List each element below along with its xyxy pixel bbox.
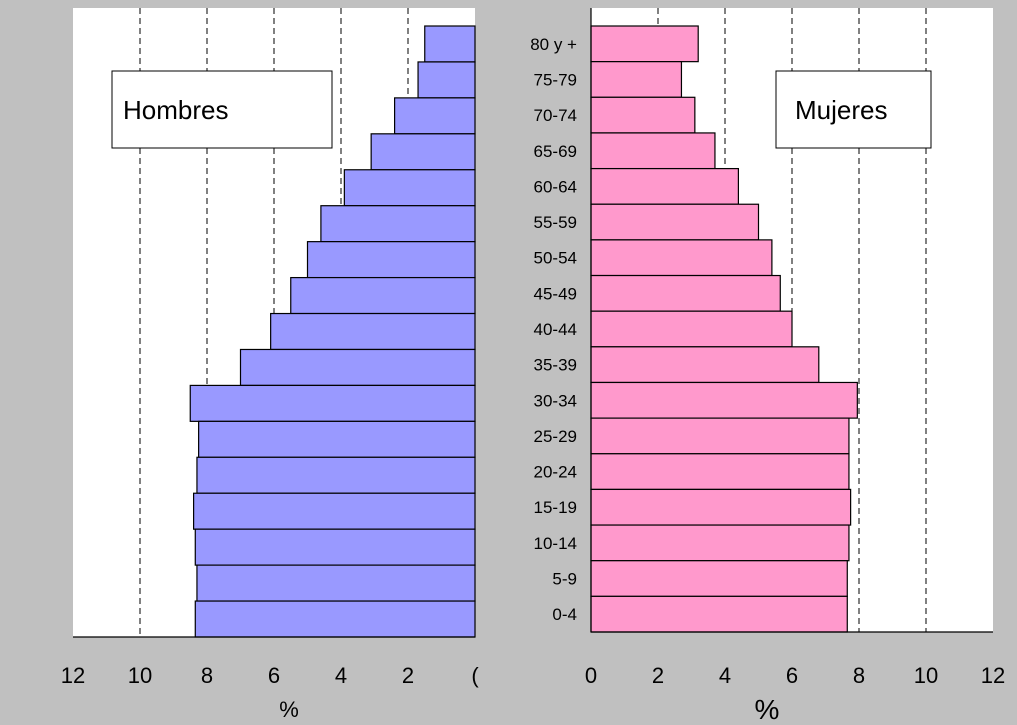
bar-mujeres-30-34 [590,381,858,419]
bar-mujeres-15-19 [590,488,852,526]
legend-mujeres: Mujeres [775,70,932,149]
bar-mujeres-65-69 [590,132,716,170]
right-tick-label: 8 [853,663,865,688]
bar-mujeres-70-74 [590,96,696,134]
bar-hombres-50-54 [306,241,476,279]
bar-mujeres-55-59 [590,203,760,241]
age-label: 5-9 [552,570,577,589]
bar-mujeres-40-44 [590,310,793,348]
age-label: 0-4 [552,605,577,624]
bar-hombres-0-4 [194,600,476,638]
bar-hombres-35-39 [239,348,476,387]
bar-hombres-45-49 [290,276,476,315]
bar-hombres-60-64 [343,169,476,207]
bar-hombres-40-44 [270,312,476,351]
age-label: 60-64 [534,177,577,196]
age-label: 55-59 [534,213,577,232]
bar-mujeres-75-79 [590,61,683,98]
bar-mujeres-25-29 [590,417,850,455]
left-tick-label: 8 [201,663,213,688]
left-tick-label: 6 [268,663,280,688]
age-label: 65-69 [534,142,577,161]
age-label: 30-34 [534,391,577,410]
age-label: 40-44 [534,320,577,339]
bar-mujeres-35-39 [590,346,820,384]
bar-mujeres-50-54 [590,239,773,277]
right-tick-label: 0 [585,663,597,688]
bar-mujeres-10-14 [590,524,850,562]
bar-hombres-25-29 [198,420,476,458]
legend-hombres-label: Hombres [123,95,228,125]
bar-hombres-65-69 [370,133,476,171]
bar-mujeres-80-y- [590,25,699,63]
left-tick-label: ( [471,663,479,688]
bar-mujeres-5-9 [590,560,848,597]
age-label: 80 y + [530,35,577,54]
right-tick-label: 2 [652,663,664,688]
left-tick-labels: 12 10 8 6 4 2 ( [61,663,480,688]
bar-hombres-80-y- [424,25,476,63]
right-tick-label: 10 [914,663,938,688]
bar-hombres-15-19 [193,492,476,530]
bar-mujeres-0-4 [590,595,848,633]
bar-hombres-55-59 [320,205,476,243]
right-panel: 0 2 4 6 8 10 12 % Mujeres [585,8,1005,725]
age-label: 10-14 [534,534,577,553]
age-label: 15-19 [534,498,577,517]
left-tick-label: 2 [402,663,414,688]
legend-hombres-box [111,70,333,149]
legend-mujeres-box [775,70,932,149]
left-tick-label: 10 [128,663,152,688]
bar-mujeres-45-49 [590,274,781,312]
left-tick-label: 12 [61,663,85,688]
right-tick-label: 4 [719,663,731,688]
left-tick-label: 4 [335,663,347,688]
bar-mujeres-60-64 [590,167,739,205]
bar-hombres-30-34 [189,384,476,422]
bar-hombres-20-24 [196,456,476,494]
bar-hombres-5-9 [196,564,476,602]
right-tick-label: 12 [981,663,1005,688]
left-bars [189,25,476,638]
bar-mujeres-20-24 [590,453,850,491]
legend-hombres: Hombres [111,70,333,149]
right-x-axis-label: % [755,694,780,725]
age-label: 25-29 [534,427,577,446]
bar-hombres-10-14 [194,528,476,566]
right-tick-label: 6 [786,663,798,688]
age-label: 35-39 [534,356,577,375]
age-label: 75-79 [534,70,577,89]
left-panel: 12 10 8 6 4 2 ( % Hombres [61,8,480,722]
age-label: 20-24 [534,463,577,482]
legend-mujeres-label: Mujeres [795,95,887,125]
bar-hombres-70-74 [394,97,476,135]
age-label: 45-49 [534,284,577,303]
bar-hombres-75-79 [417,61,476,99]
age-group-labels: 80 y + 75-79 70-74 65-69 60-64 55-59 50-54 45-4… [530,35,577,624]
left-x-axis-label: % [279,697,299,722]
age-label: 70-74 [534,106,577,125]
right-tick-labels: 0 2 4 6 8 10 12 [585,663,1005,688]
right-bars [590,25,858,633]
age-label: 50-54 [534,249,577,268]
